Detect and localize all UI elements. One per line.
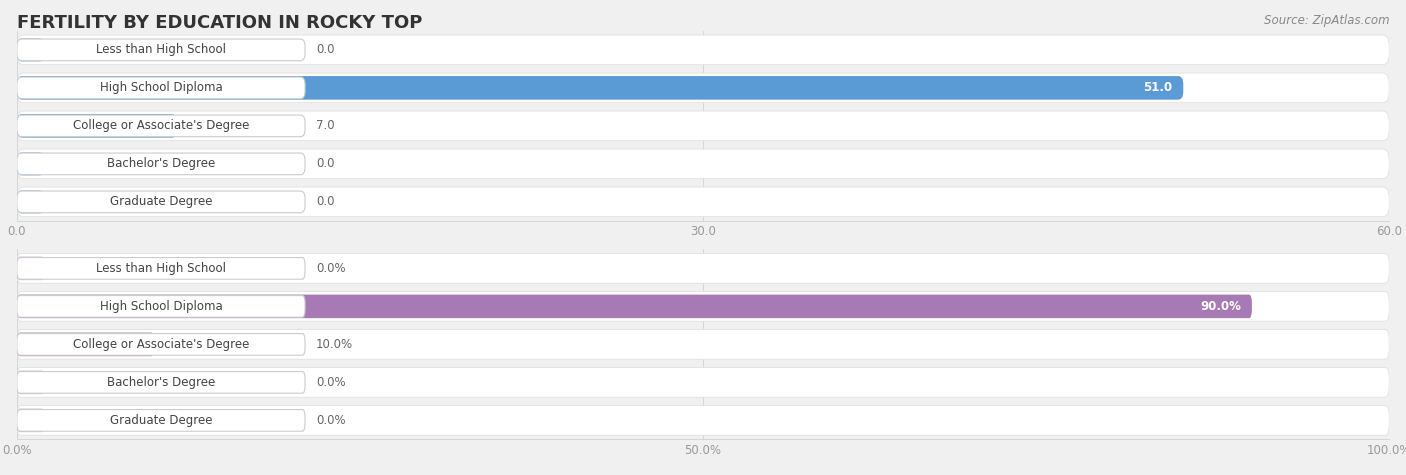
FancyBboxPatch shape [17, 153, 305, 175]
Text: 7.0: 7.0 [316, 119, 335, 133]
FancyBboxPatch shape [17, 408, 45, 432]
FancyBboxPatch shape [17, 190, 45, 214]
FancyBboxPatch shape [17, 333, 305, 355]
Text: High School Diploma: High School Diploma [100, 81, 222, 95]
FancyBboxPatch shape [17, 370, 45, 394]
FancyBboxPatch shape [17, 257, 305, 279]
Text: Graduate Degree: Graduate Degree [110, 195, 212, 209]
FancyBboxPatch shape [17, 409, 305, 431]
Text: Bachelor's Degree: Bachelor's Degree [107, 376, 215, 389]
FancyBboxPatch shape [17, 38, 45, 62]
Text: 0.0: 0.0 [316, 195, 335, 209]
Text: College or Associate's Degree: College or Associate's Degree [73, 119, 249, 133]
Text: 0.0%: 0.0% [316, 262, 346, 275]
FancyBboxPatch shape [17, 187, 1389, 217]
Text: 0.0%: 0.0% [316, 414, 346, 427]
FancyBboxPatch shape [17, 256, 45, 280]
FancyBboxPatch shape [17, 39, 305, 61]
Text: 0.0: 0.0 [316, 43, 335, 57]
FancyBboxPatch shape [17, 73, 1389, 103]
FancyBboxPatch shape [17, 111, 1389, 141]
FancyBboxPatch shape [17, 368, 1389, 397]
FancyBboxPatch shape [17, 295, 305, 317]
Text: FERTILITY BY EDUCATION IN ROCKY TOP: FERTILITY BY EDUCATION IN ROCKY TOP [17, 14, 422, 32]
Text: 0.0%: 0.0% [316, 376, 346, 389]
Text: College or Associate's Degree: College or Associate's Degree [73, 338, 249, 351]
FancyBboxPatch shape [17, 330, 1389, 359]
Text: Bachelor's Degree: Bachelor's Degree [107, 157, 215, 171]
Text: Graduate Degree: Graduate Degree [110, 414, 212, 427]
FancyBboxPatch shape [17, 149, 1389, 179]
FancyBboxPatch shape [17, 35, 1389, 65]
Text: Less than High School: Less than High School [96, 262, 226, 275]
FancyBboxPatch shape [17, 406, 1389, 435]
Text: Less than High School: Less than High School [96, 43, 226, 57]
FancyBboxPatch shape [17, 294, 1251, 318]
FancyBboxPatch shape [17, 191, 305, 213]
Text: 90.0%: 90.0% [1201, 300, 1241, 313]
Text: High School Diploma: High School Diploma [100, 300, 222, 313]
FancyBboxPatch shape [17, 114, 177, 138]
FancyBboxPatch shape [17, 254, 1389, 283]
Text: Source: ZipAtlas.com: Source: ZipAtlas.com [1264, 14, 1389, 27]
FancyBboxPatch shape [17, 115, 305, 137]
Text: 51.0: 51.0 [1143, 81, 1173, 95]
FancyBboxPatch shape [17, 292, 1389, 321]
FancyBboxPatch shape [17, 152, 45, 176]
FancyBboxPatch shape [17, 371, 305, 393]
Text: 10.0%: 10.0% [316, 338, 353, 351]
FancyBboxPatch shape [17, 76, 1184, 100]
Text: 0.0: 0.0 [316, 157, 335, 171]
FancyBboxPatch shape [17, 332, 155, 356]
FancyBboxPatch shape [17, 77, 305, 99]
